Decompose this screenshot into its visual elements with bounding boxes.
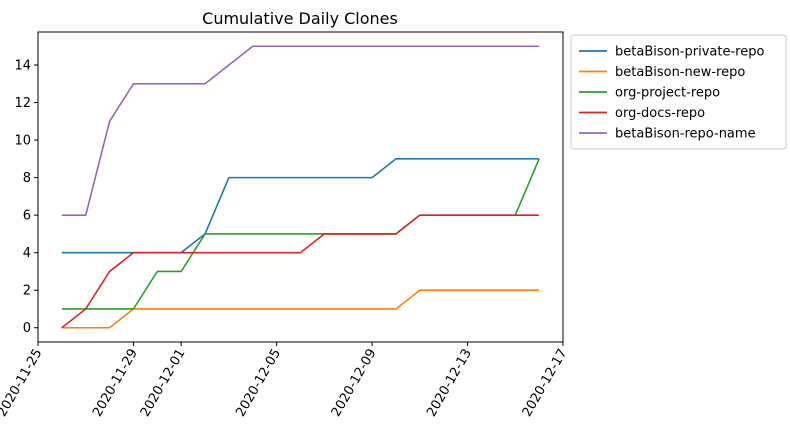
y-tick-label: 10	[14, 134, 31, 149]
chart-title: Cumulative Daily Clones	[202, 9, 398, 28]
plot-area	[38, 32, 563, 342]
x-tick-label: 2020-11-29	[90, 347, 141, 420]
y-tick-label: 0	[23, 321, 31, 336]
y-tick-label: 14	[14, 59, 31, 74]
y-tick-label: 4	[23, 246, 31, 261]
legend-box	[570, 34, 787, 150]
legend-label-1: betaBison-private-repo	[615, 45, 764, 60]
legend-label-4: org-docs-repo	[615, 106, 705, 121]
legend-label-5: betaBison-repo-name	[615, 127, 756, 142]
legend-label-2: betaBison-new-repo	[615, 65, 745, 80]
x-tick-label: 2020-11-25	[0, 347, 45, 420]
y-tick-label: 12	[14, 96, 31, 111]
legend: betaBison-private-repo betaBison-new-repo…	[570, 34, 787, 150]
y-axis: 0 2 4 6 8 10 12 14	[14, 59, 38, 336]
y-tick-label: 6	[23, 209, 31, 224]
x-tick-label: 2020-12-05	[233, 347, 284, 420]
series-line-4	[61, 214, 540, 329]
x-tick-label: 2020-12-13	[424, 347, 475, 420]
series-lines	[61, 45, 540, 329]
x-tick-label: 2020-12-09	[329, 347, 380, 420]
y-tick-label: 8	[23, 171, 31, 186]
x-tick-label: 2020-12-01	[138, 347, 189, 420]
legend-label-3: org-project-repo	[615, 86, 720, 101]
x-tick-label: 2020-12-17	[520, 347, 571, 420]
series-line-2	[61, 289, 540, 329]
y-tick-label: 2	[23, 284, 31, 299]
plot-frame	[37, 31, 564, 343]
series-line-5	[61, 45, 540, 216]
